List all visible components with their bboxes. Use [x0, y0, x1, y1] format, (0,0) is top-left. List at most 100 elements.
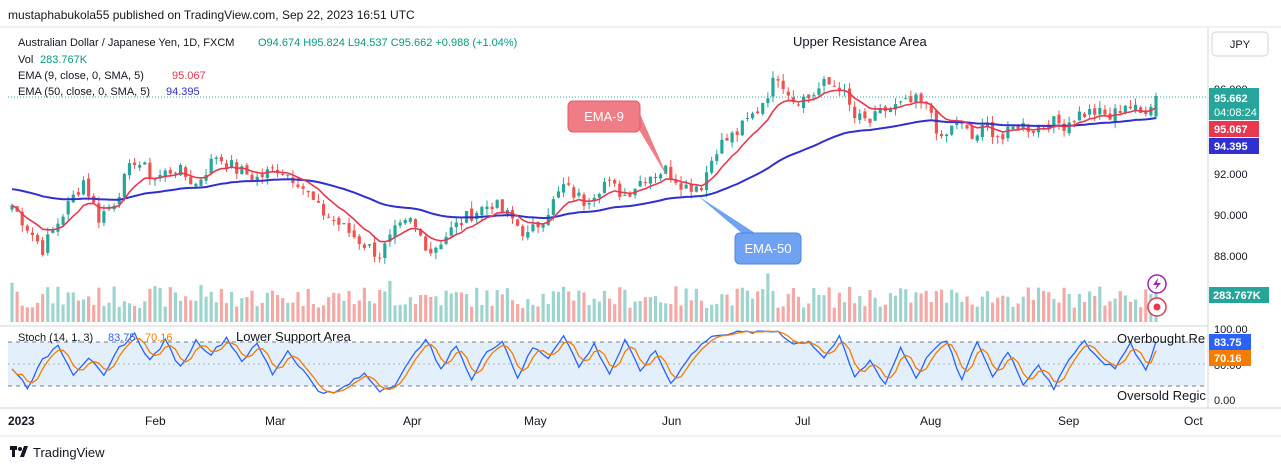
candle-body — [945, 134, 949, 137]
candle-body — [996, 136, 1000, 138]
volume-bar — [107, 302, 111, 322]
volume-bar — [1108, 301, 1112, 322]
volume-bar — [607, 298, 612, 322]
volume-bar — [138, 307, 142, 322]
candle-body — [679, 183, 683, 190]
volume-bar — [286, 302, 290, 322]
volume-bar — [919, 293, 923, 322]
volume-bar — [1139, 307, 1143, 322]
volume-bar — [373, 303, 377, 322]
candle-body — [648, 176, 652, 184]
volume-bar — [92, 304, 96, 322]
candle-body — [403, 220, 407, 224]
oversold-label: Oversold Regic — [1117, 388, 1206, 403]
volume-bar — [209, 291, 213, 322]
candle-body — [1067, 122, 1071, 134]
candle-body — [1154, 96, 1158, 117]
candle-body — [720, 139, 724, 154]
currency-button[interactable] — [1211, 31, 1269, 57]
candle-body — [250, 174, 254, 180]
candle-body — [383, 243, 387, 259]
ema-lines — [11, 89, 1157, 243]
candle-body — [934, 110, 938, 134]
candle-body — [260, 174, 264, 178]
candle-body — [965, 125, 969, 129]
volume-bar — [464, 293, 469, 322]
candle-body — [1072, 121, 1076, 123]
candle-body — [143, 162, 147, 165]
volume-bar — [173, 292, 178, 322]
volume-bar — [275, 295, 280, 322]
volume-bar — [321, 305, 326, 322]
volume-bar — [853, 303, 857, 322]
legend-ema50-value: 94.395 — [166, 86, 200, 98]
volume-bar — [46, 287, 50, 322]
volume-bar — [694, 288, 698, 322]
candle-body — [158, 174, 162, 178]
volume-bar — [403, 304, 407, 322]
volume-bar — [1006, 296, 1010, 322]
ema9-price-text: 95.067 — [1214, 124, 1248, 136]
candle-body — [332, 219, 336, 221]
volume-bar — [337, 293, 341, 322]
volume-bar — [332, 292, 336, 322]
volume-bar — [561, 286, 566, 322]
volume-bar — [1077, 293, 1081, 322]
candle-body — [209, 158, 213, 173]
volume-bar — [587, 305, 591, 322]
candle-body — [270, 167, 275, 169]
candle-body — [224, 163, 229, 169]
candle-body — [715, 154, 719, 161]
volume-bar — [245, 297, 249, 322]
volume-bar — [863, 306, 867, 322]
candle-body — [1139, 107, 1143, 113]
record-dot-icon — [1153, 303, 1161, 311]
time-label: Oct — [1184, 414, 1203, 428]
volume-bar — [500, 294, 504, 322]
volume-bar — [740, 287, 744, 322]
candle-body — [893, 104, 898, 110]
candle-body — [561, 184, 566, 193]
price-tick: 92.000 — [1214, 169, 1248, 181]
volume-bar — [878, 306, 882, 322]
candle-body — [138, 165, 142, 168]
volume-bar — [122, 301, 126, 322]
time-label: Jul — [795, 414, 810, 428]
candle-body — [684, 184, 688, 189]
price-tick: 88.000 — [1214, 251, 1248, 263]
volume-bar — [699, 300, 704, 322]
volume-bar — [1123, 295, 1127, 322]
volume-bar — [934, 291, 938, 322]
candle-body — [46, 234, 50, 253]
candle-body — [439, 244, 443, 250]
candle-body — [980, 124, 984, 138]
candle-body — [240, 166, 244, 175]
stoch-d-value: 70.16 — [145, 332, 173, 344]
candle-body — [704, 172, 709, 191]
candle-body — [1093, 108, 1097, 115]
volume-bar — [628, 307, 632, 322]
candle-body — [613, 180, 617, 184]
candle-body — [812, 94, 816, 96]
volume-bar — [531, 304, 535, 322]
volume-bar — [1144, 289, 1148, 322]
candle-body — [1088, 109, 1092, 115]
candle-body — [567, 183, 571, 185]
candle-body — [659, 174, 663, 179]
time-label: Sep — [1058, 414, 1080, 428]
candle-body — [495, 200, 499, 208]
candle-body — [398, 222, 402, 226]
candle-body — [1031, 130, 1036, 133]
candle-body — [909, 96, 913, 103]
stoch-d-line — [11, 330, 1157, 394]
legend-symbol: Australian Dollar / Japanese Yen, 1D, FX… — [18, 37, 234, 49]
volume-bar — [786, 294, 790, 322]
volume-bar — [235, 306, 239, 322]
volume-bar — [485, 290, 489, 322]
candle-body — [807, 94, 811, 99]
candle-body — [929, 105, 933, 113]
volume-bar — [516, 304, 520, 322]
volume-bar — [158, 287, 162, 322]
volume-bar — [592, 298, 596, 322]
